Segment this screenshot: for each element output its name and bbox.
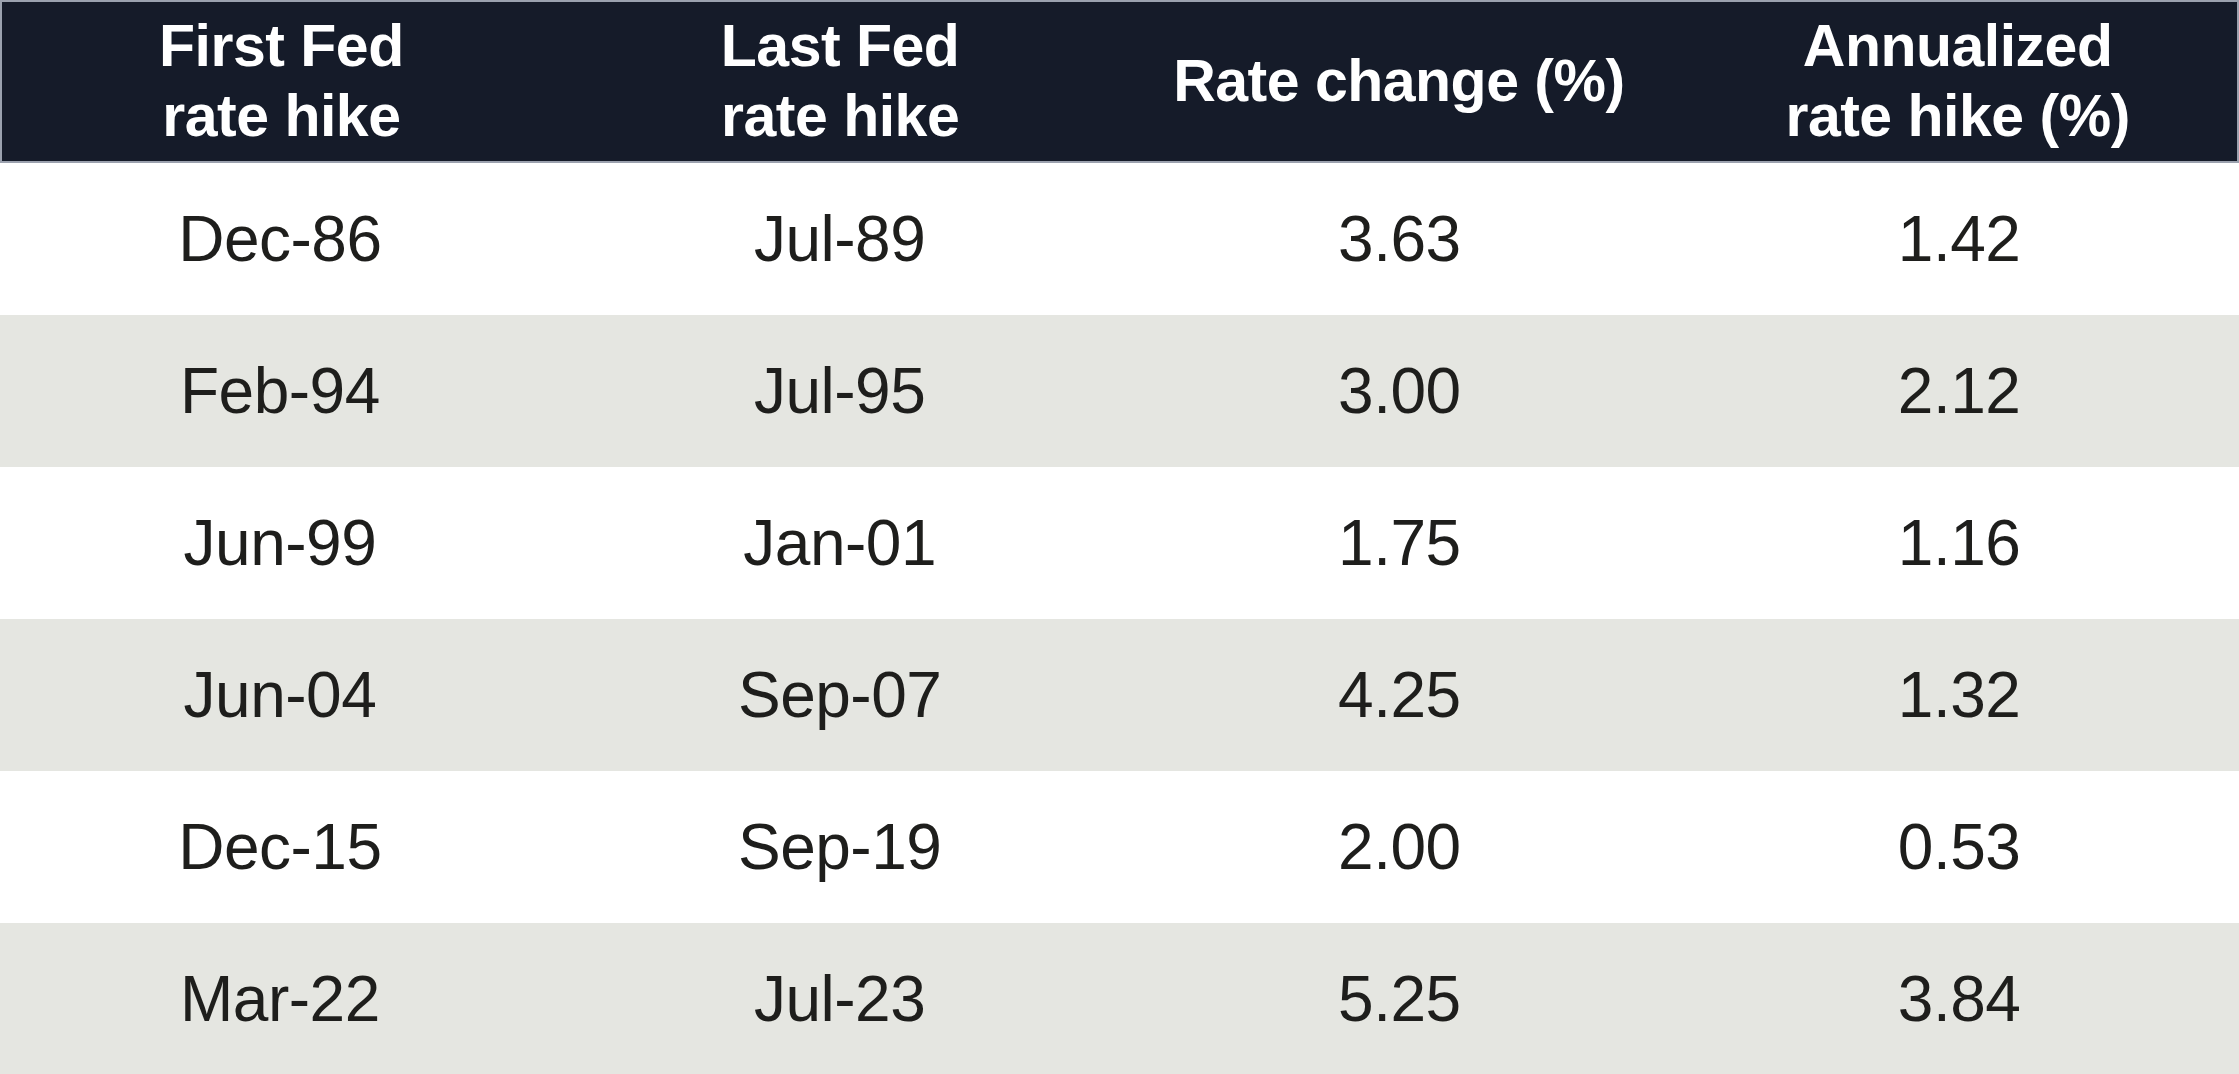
table-row: Jun-99 Jan-01 1.75 1.16 <box>0 467 2239 619</box>
fed-rate-hike-table: First Fed rate hike Last Fed rate hike R… <box>0 0 2239 1074</box>
cell-rate-change: 1.75 <box>1120 506 1680 580</box>
table-row: Jun-04 Sep-07 4.25 1.32 <box>0 619 2239 771</box>
cell-last-fed-rate-hike: Jul-89 <box>560 202 1120 276</box>
column-header-last-fed-rate-hike: Last Fed rate hike <box>561 12 1120 151</box>
table-row: Mar-22 Jul-23 5.25 3.84 <box>0 923 2239 1074</box>
cell-annualized-rate-hike: 0.53 <box>1679 810 2239 884</box>
cell-annualized-rate-hike: 2.12 <box>1679 354 2239 428</box>
table-row: Feb-94 Jul-95 3.00 2.12 <box>0 315 2239 467</box>
cell-annualized-rate-hike: 3.84 <box>1679 962 2239 1036</box>
table-header-row: First Fed rate hike Last Fed rate hike R… <box>0 0 2239 163</box>
table-row: Dec-86 Jul-89 3.63 1.42 <box>0 163 2239 315</box>
cell-first-fed-rate-hike: Jun-04 <box>0 658 560 732</box>
cell-rate-change: 5.25 <box>1120 962 1680 1036</box>
cell-first-fed-rate-hike: Dec-86 <box>0 202 560 276</box>
cell-last-fed-rate-hike: Jul-95 <box>560 354 1120 428</box>
cell-last-fed-rate-hike: Sep-07 <box>560 658 1120 732</box>
cell-annualized-rate-hike: 1.42 <box>1679 202 2239 276</box>
cell-rate-change: 2.00 <box>1120 810 1680 884</box>
cell-first-fed-rate-hike: Mar-22 <box>0 962 560 1036</box>
cell-rate-change: 4.25 <box>1120 658 1680 732</box>
cell-annualized-rate-hike: 1.16 <box>1679 506 2239 580</box>
cell-last-fed-rate-hike: Jan-01 <box>560 506 1120 580</box>
cell-last-fed-rate-hike: Jul-23 <box>560 962 1120 1036</box>
cell-first-fed-rate-hike: Dec-15 <box>0 810 560 884</box>
table-row: Dec-15 Sep-19 2.00 0.53 <box>0 771 2239 923</box>
cell-annualized-rate-hike: 1.32 <box>1679 658 2239 732</box>
cell-first-fed-rate-hike: Feb-94 <box>0 354 560 428</box>
cell-last-fed-rate-hike: Sep-19 <box>560 810 1120 884</box>
column-header-annualized-rate-hike: Annualized rate hike (%) <box>1678 12 2237 151</box>
column-header-first-fed-rate-hike: First Fed rate hike <box>2 12 561 151</box>
cell-rate-change: 3.00 <box>1120 354 1680 428</box>
column-header-rate-change: Rate change (%) <box>1120 47 1679 117</box>
cell-rate-change: 3.63 <box>1120 202 1680 276</box>
cell-first-fed-rate-hike: Jun-99 <box>0 506 560 580</box>
